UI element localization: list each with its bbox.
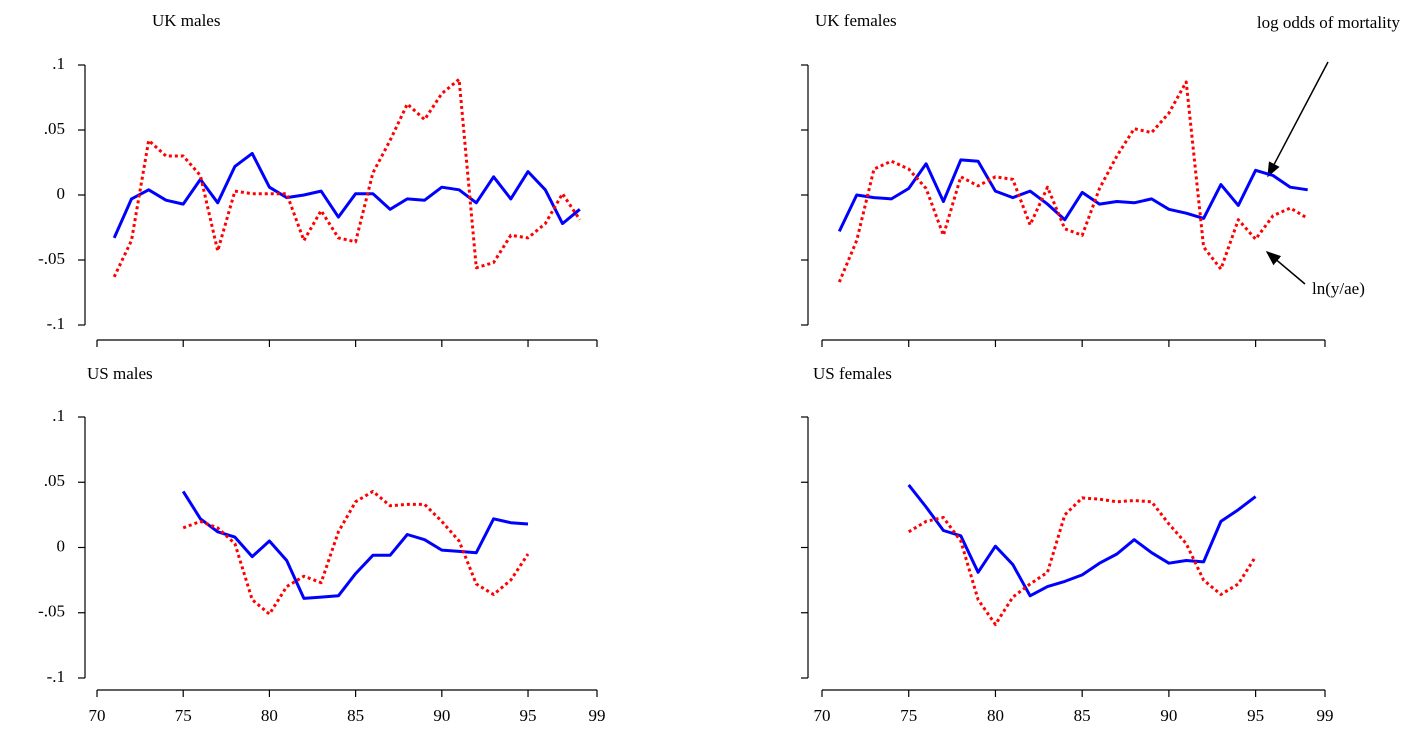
y-tick-label: .05 bbox=[44, 471, 65, 490]
series-line bbox=[907, 496, 1257, 626]
y-tick-label: -.1 bbox=[47, 314, 65, 333]
x-tick-label: 70 bbox=[89, 706, 106, 725]
series-line bbox=[112, 77, 582, 278]
y-tick-label: -.05 bbox=[38, 249, 65, 268]
y-tick-label: .1 bbox=[52, 406, 65, 425]
x-tick-label: 85 bbox=[347, 706, 364, 725]
series-line bbox=[112, 151, 581, 239]
series-line bbox=[837, 80, 1309, 283]
series-label: log odds of mortality bbox=[1257, 13, 1401, 32]
y-tick-label: .05 bbox=[44, 119, 65, 138]
annotation-arrow bbox=[1267, 61, 1329, 178]
panel-title: US females bbox=[813, 364, 892, 383]
panel-title: UK males bbox=[152, 11, 220, 30]
annotation-arrow bbox=[1265, 251, 1306, 285]
x-tick-label: 95 bbox=[1247, 706, 1264, 725]
y-tick-label: -.05 bbox=[38, 602, 65, 621]
series-line bbox=[182, 489, 530, 616]
x-tick-label: 70 bbox=[814, 706, 831, 725]
x-tick-label: 95 bbox=[520, 706, 537, 725]
panel-title: US males bbox=[87, 364, 153, 383]
x-tick-label: 75 bbox=[175, 706, 192, 725]
y-tick-label: .1 bbox=[52, 54, 65, 73]
x-tick-label: 99 bbox=[589, 706, 606, 725]
y-tick-label: -.1 bbox=[47, 667, 65, 686]
x-tick-label: 99 bbox=[1317, 706, 1334, 725]
series-label: ln(y/ae) bbox=[1312, 279, 1365, 298]
x-tick-label: 90 bbox=[1160, 706, 1177, 725]
series-line bbox=[181, 490, 529, 600]
x-tick-label: 80 bbox=[261, 706, 278, 725]
x-tick-label: 90 bbox=[433, 706, 450, 725]
panel-title: UK females bbox=[815, 11, 897, 30]
x-tick-label: 75 bbox=[900, 706, 917, 725]
x-tick-label: 80 bbox=[987, 706, 1004, 725]
y-tick-label: 0 bbox=[57, 536, 66, 555]
series-line bbox=[907, 483, 1257, 598]
y-tick-label: 0 bbox=[57, 184, 66, 203]
x-tick-label: 85 bbox=[1074, 706, 1091, 725]
series-line bbox=[837, 158, 1308, 233]
